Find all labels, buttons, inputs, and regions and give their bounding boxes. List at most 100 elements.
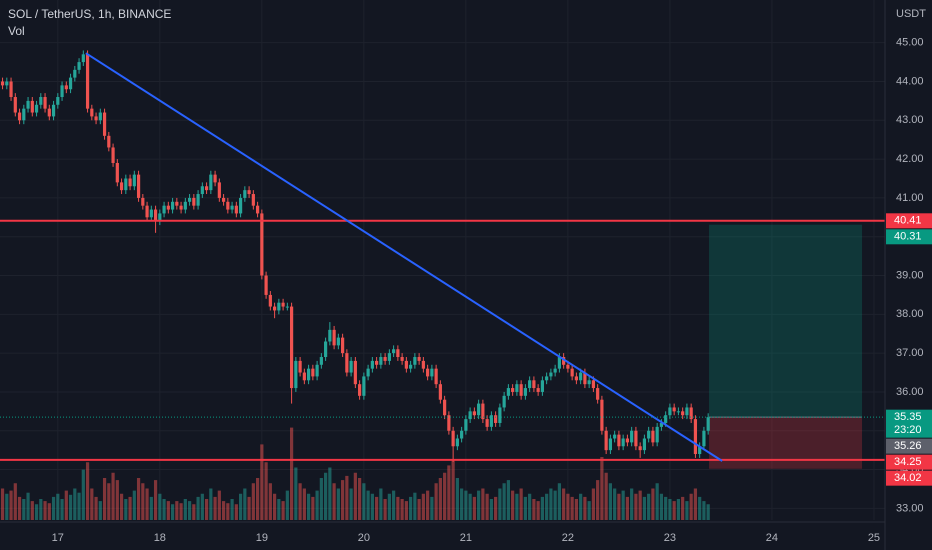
- candle-body: [438, 384, 442, 400]
- candle-body: [600, 399, 604, 431]
- volume-bar: [192, 504, 196, 520]
- volume-bar: [183, 499, 187, 520]
- candle-body: [124, 178, 128, 191]
- y-tick-label: 45.00: [896, 37, 924, 49]
- candle-body: [90, 108, 94, 117]
- candle-body: [396, 349, 400, 358]
- volume-bar: [234, 504, 238, 520]
- volume-bar: [421, 493, 425, 520]
- chart-title: SOL / TetherUS, 1h, BINANCE: [8, 7, 171, 21]
- candle-body: [596, 388, 600, 400]
- volume-bar: [268, 483, 272, 520]
- volume-bar: [81, 469, 85, 520]
- x-tick-label: 18: [154, 532, 166, 544]
- volume-bar: [341, 480, 345, 520]
- volume-bar: [85, 462, 90, 520]
- candle-body: [179, 205, 183, 210]
- volume-bar: [698, 496, 702, 520]
- volume-bar: [651, 488, 655, 520]
- candle-body: [392, 349, 396, 354]
- price-tag: [886, 438, 932, 454]
- volume-bar: [204, 499, 209, 520]
- candle-body: [664, 415, 668, 423]
- volume-bar: [574, 499, 578, 520]
- volume-bar: [489, 499, 493, 520]
- volume-bar: [213, 496, 217, 520]
- volume-bar: [289, 427, 294, 520]
- volume-bar: [226, 503, 230, 520]
- volume-bar: [47, 503, 51, 520]
- volume-bar: [9, 490, 13, 520]
- volume-bar: [51, 496, 56, 520]
- volume-bar: [311, 496, 315, 520]
- candle-body: [324, 341, 328, 358]
- candle-body: [426, 368, 430, 377]
- candle-body: [481, 403, 485, 420]
- candle-body: [604, 430, 608, 451]
- volume-bar: [128, 496, 132, 520]
- candle-body: [111, 147, 115, 163]
- candle-body: [536, 388, 540, 392]
- volume-bar: [647, 493, 651, 520]
- volume-bar: [56, 493, 60, 520]
- volume-bar: [587, 501, 591, 520]
- candle-body: [272, 306, 277, 311]
- candle-body: [668, 407, 672, 416]
- candle-body: [230, 205, 234, 210]
- volume-bar: [94, 496, 98, 520]
- candle-body: [400, 357, 404, 361]
- candle-body: [366, 368, 370, 377]
- candle-body: [540, 380, 544, 392]
- candle-body: [158, 213, 162, 222]
- candle-body: [162, 205, 166, 214]
- candle-body: [294, 360, 298, 389]
- candle-body: [319, 357, 323, 365]
- volume-bar: [255, 478, 260, 520]
- candle-body: [498, 407, 502, 423]
- volume-bar: [298, 483, 302, 520]
- volume-bar: [417, 499, 421, 520]
- candle-body: [375, 360, 379, 365]
- volume-bar: [60, 499, 64, 520]
- candle-body: [651, 430, 655, 443]
- volume-bar: [353, 472, 357, 520]
- volume-bar: [566, 493, 570, 520]
- volume-bar: [443, 472, 447, 520]
- volume-bar: [562, 488, 566, 520]
- candle-body: [443, 399, 447, 416]
- candle-body: [638, 446, 642, 451]
- volume-bar: [43, 501, 47, 520]
- volume-bar: [272, 493, 277, 520]
- countdown-label: 23:20: [894, 424, 922, 436]
- candle-body: [617, 434, 621, 447]
- loss-zone: [709, 417, 863, 469]
- volume-bar: [132, 490, 136, 520]
- candle-body: [196, 194, 200, 206]
- currency-label: USDT: [896, 8, 926, 20]
- volume-bar: [124, 499, 128, 520]
- candle-body: [213, 174, 217, 183]
- candle-body: [608, 438, 613, 451]
- volume-bar: [136, 478, 141, 520]
- candle-body: [255, 205, 260, 214]
- volume-bar: [570, 496, 574, 520]
- candle-body: [298, 360, 302, 373]
- volume-bar: [608, 483, 613, 520]
- candle-body: [192, 197, 196, 206]
- x-tick-label: 17: [52, 532, 64, 544]
- volume-bar: [464, 490, 468, 520]
- volume-bar: [200, 493, 204, 520]
- grid: [0, 0, 885, 520]
- volume-bar: [111, 472, 115, 520]
- volume-bar: [332, 483, 336, 520]
- price-tag: [886, 409, 932, 438]
- volume-bar: [13, 483, 17, 520]
- volume-bar: [553, 490, 557, 520]
- volume-bar: [613, 488, 617, 520]
- volume-bar: [17, 496, 22, 520]
- candle-body: [566, 364, 570, 369]
- volume-bar: [532, 499, 536, 520]
- candle-body: [358, 384, 362, 396]
- volume-bar: [430, 496, 434, 520]
